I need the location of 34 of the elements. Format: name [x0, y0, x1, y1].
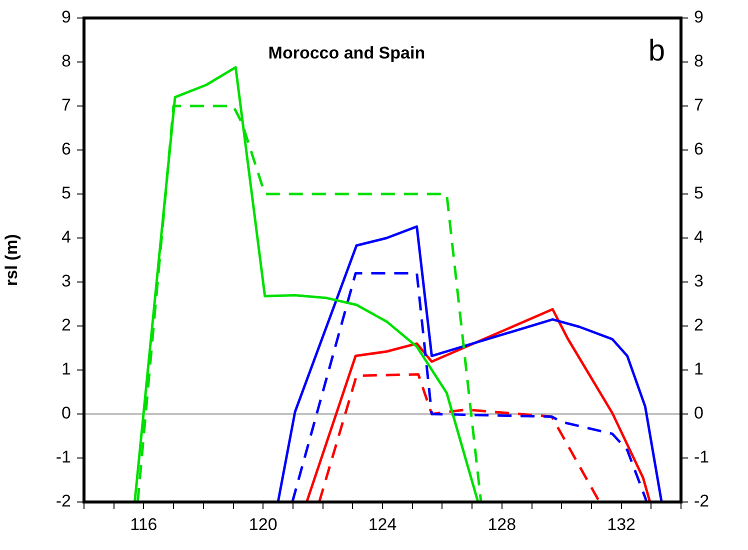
- y-tick-label: 7: [62, 96, 71, 115]
- annotation: b: [648, 34, 665, 68]
- y2-tick-label: 0: [694, 404, 704, 423]
- y2-tick-label: -2: [694, 492, 710, 511]
- line-series: [318, 373, 601, 502]
- y-tick-label: 0: [62, 404, 71, 423]
- x-tick-label: 132: [607, 514, 636, 534]
- y-tick-label: 8: [62, 52, 71, 71]
- x-tick-label: 124: [368, 514, 397, 534]
- y-tick-label: 2: [62, 316, 71, 335]
- y2-tick-label: 8: [694, 52, 704, 71]
- y-tick-label: 3: [62, 272, 71, 291]
- y-tick-label: 4: [62, 228, 71, 247]
- y-axis-title: rsl (m): [2, 234, 21, 286]
- y2-tick-label: 1: [694, 360, 704, 379]
- y2-tick-label: -1: [694, 448, 710, 467]
- y-tick-label: 1: [62, 360, 71, 379]
- y2-tick-label: 7: [694, 96, 704, 115]
- line-series: [291, 272, 648, 502]
- y-tick-label: 5: [62, 184, 71, 203]
- y-tick-label: 9: [62, 8, 71, 27]
- x-tick-label: 128: [488, 514, 516, 534]
- y2-tick-label: 2: [694, 316, 704, 335]
- y2-tick-label: 3: [694, 272, 704, 291]
- y2-tick-label: 6: [694, 140, 704, 159]
- y-tick-label: -2: [56, 492, 71, 511]
- y2-tick-label: 9: [694, 8, 704, 27]
- y-tick-label: 6: [62, 140, 71, 159]
- y2-tick-label: 4: [694, 228, 704, 247]
- y-tick-label: -1: [56, 448, 71, 467]
- text: Morocco and Spain: [268, 44, 426, 63]
- x-tick-label: 120: [248, 514, 278, 534]
- y2-tick-label: 5: [694, 184, 704, 203]
- x-tick-label: 116: [130, 514, 158, 534]
